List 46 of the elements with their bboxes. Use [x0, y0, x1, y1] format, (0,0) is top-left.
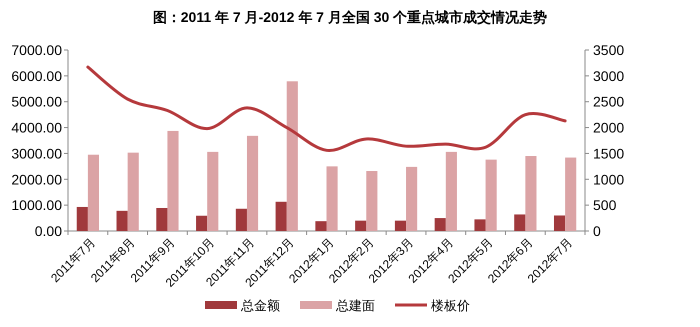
y-tick-label: 4000.00 [11, 120, 62, 136]
chart-title: 图：2011 年 7 月-2012 年 7 月全国 30 个重点城市成交情况走势 [152, 9, 548, 25]
bar [554, 215, 566, 231]
bar [207, 152, 218, 231]
bar [286, 81, 298, 231]
bar [156, 208, 168, 231]
bar [514, 214, 526, 231]
bar [128, 152, 139, 231]
legend-label: 总金额 [240, 298, 280, 313]
bar [474, 219, 486, 231]
bar [88, 154, 100, 231]
bar [565, 158, 576, 231]
bar [525, 156, 536, 231]
legend-label: 楼板价 [431, 298, 470, 313]
bar [276, 202, 287, 231]
y-tick-label: 5000.00 [11, 94, 62, 110]
y2-tick-label: 1000 [593, 171, 624, 188]
y-tick-label: 7000.00 [11, 42, 62, 58]
y2-tick-label: 3000 [593, 68, 624, 84]
bar [446, 152, 457, 231]
y-tick-label: 3000.00 [11, 145, 62, 162]
bar [486, 160, 497, 231]
bar [366, 171, 378, 231]
y2-tick-label: 2000 [593, 120, 624, 136]
y2-tick-label: 3500 [593, 42, 624, 58]
legend-label: 总建面 [335, 298, 375, 313]
y2-tick-label: 0 [593, 223, 601, 239]
bar [246, 136, 258, 231]
y-tick-label: 2000.00 [11, 171, 62, 188]
bar [406, 166, 418, 231]
bar [394, 220, 406, 231]
bar [326, 166, 338, 231]
y2-tick-label: 2500 [593, 94, 624, 110]
bar [315, 221, 326, 231]
bar [355, 220, 366, 231]
bar [236, 208, 247, 231]
y-tick-label: 0.00 [34, 223, 62, 239]
y-tick-label: 1000.00 [11, 197, 62, 214]
y2-tick-label: 1500 [593, 145, 624, 162]
bar [167, 130, 179, 231]
bar [116, 210, 128, 231]
bar [76, 206, 88, 231]
bar [196, 216, 208, 231]
y-tick-label: 6000.00 [11, 68, 62, 84]
y2-tick-label: 500 [593, 197, 617, 214]
bar [434, 218, 446, 231]
